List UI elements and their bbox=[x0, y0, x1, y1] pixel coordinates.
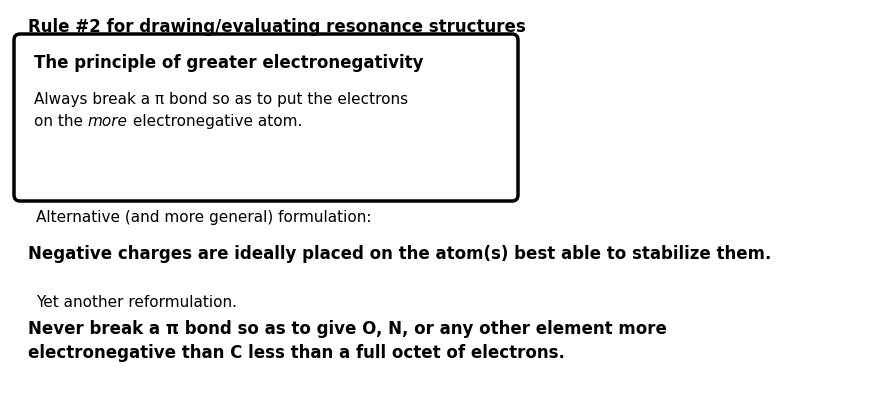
Text: Yet another reformulation.: Yet another reformulation. bbox=[36, 295, 237, 310]
Text: on the: on the bbox=[34, 114, 88, 129]
Text: more: more bbox=[88, 114, 128, 129]
Text: Alternative (and more general) formulation:: Alternative (and more general) formulati… bbox=[36, 210, 372, 225]
Text: The principle of greater electronegativity: The principle of greater electronegativi… bbox=[34, 54, 424, 72]
Text: Always break a π bond so as to put the electrons: Always break a π bond so as to put the e… bbox=[34, 92, 408, 107]
Text: Rule #2 for drawing/evaluating resonance structures: Rule #2 for drawing/evaluating resonance… bbox=[28, 18, 526, 36]
Text: Never break a π bond so as to give O, N, or any other element more
electronegati: Never break a π bond so as to give O, N,… bbox=[28, 320, 667, 362]
Text: Negative charges are ideally placed on the atom(s) best able to stabilize them.: Negative charges are ideally placed on t… bbox=[28, 245, 771, 263]
FancyBboxPatch shape bbox=[14, 34, 518, 201]
Text: electronegative atom.: electronegative atom. bbox=[128, 114, 302, 129]
